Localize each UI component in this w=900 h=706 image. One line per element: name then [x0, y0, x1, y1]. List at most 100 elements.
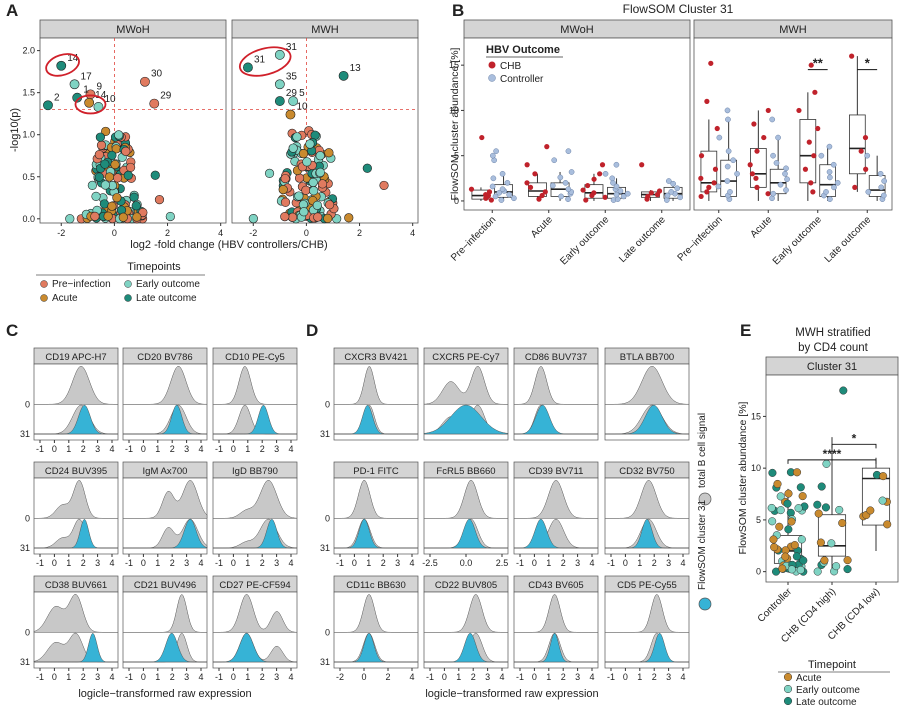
box-point — [711, 180, 717, 186]
density-xtick-label: -1 — [215, 444, 223, 454]
volcano-xtick-label: 0 — [304, 228, 309, 238]
volcano-point-label: 1 — [83, 85, 89, 96]
density-strip-label: CD27 PE-CF594 — [219, 580, 290, 591]
density-xtick-label: 1 — [546, 558, 551, 568]
box-e-ytick-label: 10 — [751, 463, 761, 473]
box-point — [565, 148, 572, 155]
box-point — [620, 193, 627, 200]
density-xtick-label: 4 — [109, 444, 114, 454]
density-cluster-curve — [34, 518, 118, 549]
box-point — [613, 191, 620, 198]
box-rect — [849, 114, 866, 175]
box-e-title: MWH stratified — [795, 327, 870, 339]
volcano-labeled-point — [140, 76, 150, 87]
box-e-point — [769, 535, 778, 544]
volcano-point — [305, 139, 315, 149]
density-xtick-label: 4 — [198, 672, 203, 682]
box-point — [724, 107, 731, 114]
density-xtick-label: 4 — [409, 558, 414, 568]
density-total-curve — [333, 593, 419, 633]
density-cluster-curve — [34, 632, 118, 663]
volcano-point — [278, 184, 288, 195]
box-point — [591, 176, 597, 182]
box-e-point — [786, 508, 795, 517]
box-e-point — [783, 499, 792, 508]
density-xtick-label: 3 — [666, 558, 671, 568]
density-xtick-label: 2 — [385, 672, 390, 682]
volcano-legend-swatch — [40, 280, 48, 288]
density-total-curve — [33, 480, 119, 519]
density-xtick-label: 0 — [231, 558, 236, 568]
box-point — [617, 188, 624, 194]
density-xtick-label: -2 — [336, 672, 344, 682]
density-xtick-label: 3 — [274, 672, 279, 682]
box-category-label: Late outcome — [823, 214, 874, 265]
density-xtick-label: 2 — [561, 672, 566, 682]
volcano-point — [298, 149, 309, 159]
box-point — [524, 162, 530, 168]
box-point — [770, 190, 777, 197]
density-xtick-label: 2 — [260, 672, 265, 682]
box-point — [613, 161, 620, 168]
box-point — [773, 160, 780, 166]
box-e-point — [817, 482, 826, 491]
density-xtick-label: 2 — [81, 444, 86, 454]
volcano-legend-item: Early outcome — [136, 279, 200, 290]
density-ytick-label: 0 — [25, 399, 30, 409]
box-e-point — [776, 492, 785, 501]
box-e-category-label: Controller — [756, 586, 795, 625]
density-legend-item: total B cell signal — [697, 413, 708, 488]
volcano-ytick-label: 1.5 — [22, 88, 35, 98]
box-category-label: Acute — [529, 214, 555, 240]
volcano-point — [299, 207, 309, 217]
density-cluster-curve — [34, 404, 118, 435]
density-xtick-label: 3 — [666, 672, 671, 682]
density-xtick-label: 0 — [52, 558, 57, 568]
box-point — [488, 197, 494, 203]
density-xtick-label: 1 — [245, 672, 250, 682]
density-xtick-label: 4 — [499, 672, 504, 682]
box-chart-title: FlowSOM Cluster 31 — [623, 2, 734, 16]
volcano-xtick-label: -2 — [249, 228, 257, 238]
box-point — [826, 143, 833, 150]
density-strip-label: IgM Ax700 — [143, 466, 188, 477]
box-ytick-label: 15 — [449, 60, 459, 70]
box-point — [506, 191, 513, 198]
density-xtick-label: 1 — [366, 558, 371, 568]
box-point — [668, 189, 675, 195]
volcano-labeled-point — [84, 97, 95, 108]
volcano-point — [110, 159, 120, 170]
volcano-legend-item: Pre−infection — [52, 279, 111, 290]
density-xtick-label: 4 — [288, 444, 293, 454]
box-e-point — [797, 535, 806, 544]
density-xtick-label: 2 — [381, 558, 386, 568]
box-point — [714, 125, 720, 132]
volcano-point — [121, 146, 131, 156]
density-strip-label: CD32 BV750 — [619, 466, 674, 477]
box-point — [806, 139, 812, 145]
box-point — [656, 188, 663, 194]
box-point — [765, 191, 771, 197]
box-e-point — [781, 552, 790, 561]
volcano-point — [125, 162, 136, 173]
box-point — [715, 183, 722, 190]
volcano-point — [90, 211, 100, 221]
box-point — [551, 157, 558, 164]
box-point — [827, 174, 833, 181]
density-xtick-label: -1 — [336, 558, 344, 568]
box-point — [558, 193, 564, 200]
box-e-significance-label: * — [852, 431, 857, 445]
box-e-point — [883, 520, 892, 529]
density-xtick-label: 0 — [442, 672, 447, 682]
box-point — [580, 187, 586, 193]
panel-letter-c: C — [6, 321, 18, 340]
density-cluster-curve — [514, 518, 598, 549]
box-point — [562, 179, 569, 186]
box-point — [489, 183, 496, 190]
volcano-point — [107, 201, 117, 211]
volcano-point — [323, 213, 333, 224]
density-xtick-label: 4 — [589, 558, 594, 568]
density-xtick-label: 4 — [198, 558, 203, 568]
box-category-label: Pre−infection — [676, 214, 725, 263]
box-category-label: Acute — [749, 214, 775, 240]
